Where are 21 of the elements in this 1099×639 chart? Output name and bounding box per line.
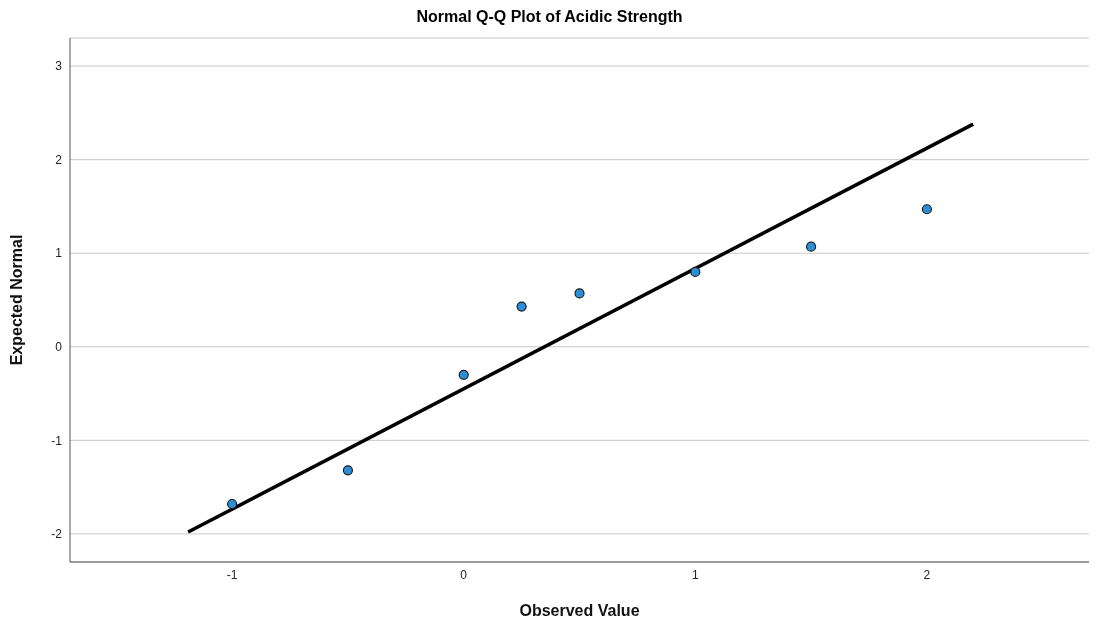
- x-tick-label: 0: [460, 567, 468, 582]
- x-tick-label: 2: [923, 567, 931, 582]
- point: [574, 288, 585, 299]
- y-axis-title: Expected Normal: [7, 234, 25, 366]
- chart-title: Normal Q-Q Plot of Acidic Strength: [415, 8, 684, 27]
- point: [690, 266, 701, 278]
- y-tick-label: 0: [55, 340, 63, 355]
- point: [921, 204, 932, 215]
- point: [227, 498, 238, 510]
- x-axis-title: Observed Value: [519, 602, 640, 619]
- y-tick-label: 1: [55, 246, 63, 261]
- y-tick-label: -2: [51, 527, 63, 542]
- point: [516, 301, 527, 312]
- y-tick-label: -1: [51, 433, 63, 448]
- y-tick-label: 2: [55, 152, 63, 167]
- point: [805, 241, 817, 252]
- point: [458, 369, 469, 380]
- x-tick-label: -1: [226, 567, 238, 582]
- y-tick-label: 3: [55, 59, 63, 74]
- point: [342, 465, 354, 476]
- x-tick-label: 1: [691, 567, 699, 582]
